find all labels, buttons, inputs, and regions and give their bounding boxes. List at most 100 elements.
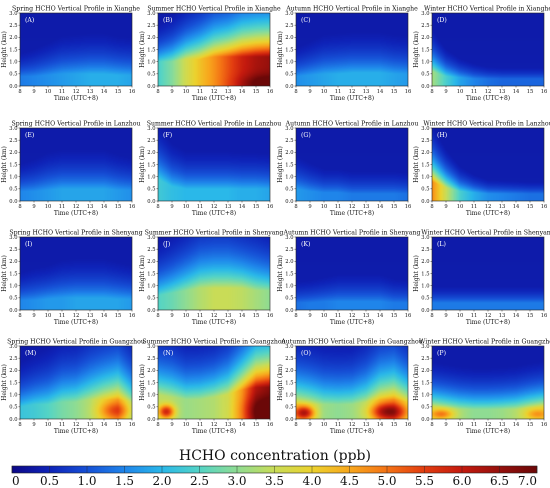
panel-label: (F) [163,132,172,139]
colorbar-tick-label: 0 [12,474,20,488]
y-tick-label: 0.0 [147,84,155,90]
x-tick-label: 14 [377,313,384,319]
y-tick-label: 1.0 [147,392,155,398]
x-tick-label: 9 [308,89,311,95]
colorbar-tick-label: 7.0 [518,474,537,488]
colorbar-tick-label: 1.0 [77,474,96,488]
y-tick-label: 1.5 [285,380,293,386]
x-tick-label: 16 [405,204,412,210]
colorbar-tick-label: 3.0 [227,474,246,488]
y-tick-label: 0.5 [9,405,17,411]
panel-i: Spring HCHO Vertical Profile in Shenyang… [1,230,143,327]
colorbar-tick-label: 6.5 [490,474,509,488]
x-tick-label: 15 [253,89,260,95]
x-tick-label: 11 [59,204,66,210]
x-tick-label: 9 [308,204,311,210]
panel-p: Winter HCHO Vertical Profile in Guangzho… [413,339,550,436]
heatmap-cells [432,13,544,86]
x-tick-label: 10 [321,422,328,428]
x-tick-label: 16 [541,204,548,210]
y-tick-label: 2.5 [285,138,293,144]
y-tick-label: 3.0 [147,126,155,132]
y-axis-label: Height (km) [277,255,284,292]
x-tick-label: 9 [444,313,447,319]
y-tick-label: 0.5 [9,296,17,302]
y-axis-label: Height (km) [1,255,8,292]
y-tick-label: 1.0 [421,283,429,289]
x-tick-label: 8 [156,89,159,95]
y-tick-label: 3.0 [285,235,293,241]
x-tick-label: 10 [321,204,328,210]
x-tick-label: 14 [239,422,246,428]
x-tick-label: 15 [391,204,398,210]
y-tick-label: 0.0 [147,308,155,314]
x-tick-label: 9 [32,422,35,428]
panel-label: (J) [163,241,170,248]
panel-title: Autumn HCHO Vertical Profile in Lanzhou [285,121,419,128]
panel-title: Winter HCHO Vertical Profile in Shenyang [421,230,550,237]
x-tick-label: 13 [499,422,506,428]
y-tick-label: 0.5 [147,187,155,193]
y-axis-label: Height (km) [1,146,8,183]
y-tick-label: 1.5 [147,162,155,168]
panel-e: Spring HCHO Vertical Profile in Lanzhou (… [1,121,140,218]
colorbar-title: HCHO concentration (ppb) [179,448,371,464]
y-tick-label: 0.0 [421,308,429,314]
x-tick-label: 12 [485,204,492,210]
y-tick-label: 0.5 [421,72,429,78]
x-tick-label: 14 [101,89,108,95]
x-tick-label: 10 [45,313,52,319]
x-tick-label: 10 [457,422,464,428]
x-tick-label: 11 [197,204,204,210]
x-tick-label: 14 [513,89,520,95]
x-tick-label: 13 [499,89,506,95]
x-tick-label: 10 [45,89,52,95]
x-axis-label: Time (UTC+8) [466,319,510,326]
y-tick-label: 2.0 [285,259,293,265]
x-tick-label: 12 [485,313,492,319]
x-axis-label: Time (UTC+8) [54,95,98,102]
x-tick-label: 13 [363,313,370,319]
y-tick-label: 2.0 [421,368,429,374]
x-tick-label: 14 [101,422,108,428]
x-tick-label: 9 [32,313,35,319]
x-tick-label: 12 [73,422,80,428]
x-tick-label: 16 [267,313,274,319]
x-tick-label: 9 [170,422,173,428]
x-tick-label: 10 [45,422,52,428]
panel-title: Spring HCHO Vertical Profile in Guangzho… [7,339,145,346]
x-tick-label: 13 [225,313,232,319]
panel-title: Spring HCHO Vertical Profile in Lanzhou [12,121,141,128]
x-tick-label: 12 [349,313,356,319]
panel-label: (G) [301,132,311,139]
y-tick-label: 1.5 [9,271,17,277]
y-tick-label: 1.5 [285,162,293,168]
y-tick-label: 1.0 [421,174,429,180]
x-tick-label: 12 [349,204,356,210]
x-tick-label: 12 [211,89,218,95]
y-tick-label: 2.0 [147,150,155,156]
x-tick-label: 13 [225,89,232,95]
colorbar-tick-label: 2.5 [190,474,209,488]
x-axis-label: Time (UTC+8) [330,428,374,435]
x-tick-label: 12 [349,89,356,95]
y-tick-label: 1.5 [9,47,17,53]
x-tick-label: 16 [129,89,136,95]
x-tick-label: 12 [485,422,492,428]
y-tick-label: 1.0 [421,59,429,65]
x-tick-label: 9 [308,422,311,428]
y-tick-label: 2.5 [147,356,155,362]
x-tick-label: 15 [115,89,122,95]
x-axis-label: Time (UTC+8) [192,428,236,435]
y-tick-label: 2.0 [9,259,17,265]
panel-title: Autumn HCHO Vertical Profile in Shenyang [283,230,421,237]
x-tick-label: 13 [225,422,232,428]
x-tick-label: 9 [170,89,173,95]
x-axis-label: Time (UTC+8) [192,319,236,326]
panel-label: (L) [437,241,446,248]
colorbar-tick-label: 3.5 [265,474,284,488]
panel-label: (C) [301,17,311,24]
x-tick-label: 15 [527,422,534,428]
y-tick-label: 0.0 [421,417,429,423]
x-tick-label: 15 [391,313,398,319]
